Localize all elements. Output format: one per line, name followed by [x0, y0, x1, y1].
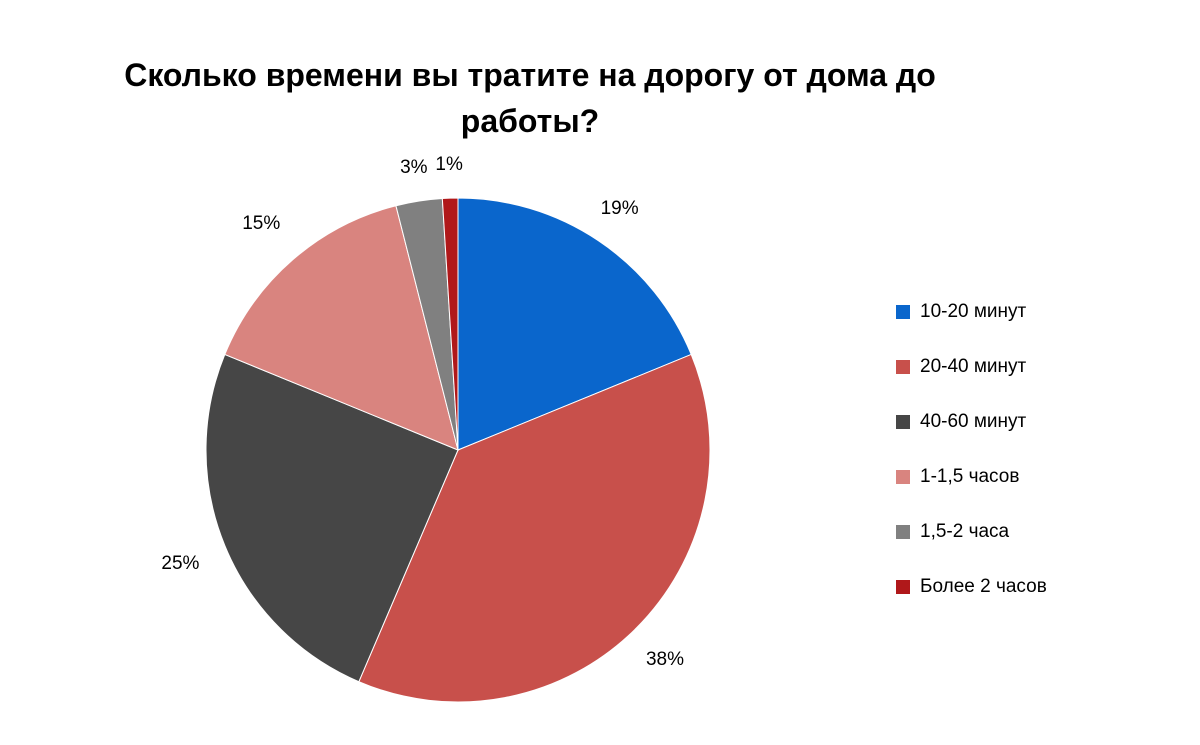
legend-item-over-2-h: Более 2 часов	[896, 559, 1047, 614]
pie-slice-40-60-min	[205, 353, 459, 683]
legend-label: Более 2 часов	[920, 575, 1047, 597]
pie-slice-20-40-min	[358, 353, 711, 703]
data-label-over-2-h: 1%	[435, 154, 463, 176]
pie-slice-1-1-5-h	[224, 205, 459, 451]
data-label-1-1-5-h: 15%	[242, 212, 281, 234]
legend-item-1-1-5-h: 1-1,5 часов	[896, 449, 1047, 504]
legend-swatch	[896, 579, 910, 594]
legend-swatch	[896, 524, 910, 539]
legend-label: 1-1,5 часов	[920, 465, 1020, 487]
legend-label: 1,5-2 часа	[920, 520, 1010, 542]
legend-item-1-5-2-h: 1,5-2 часа	[896, 504, 1047, 559]
legend-swatch	[896, 469, 910, 484]
legend-item-10-20-min: 10-20 минут	[896, 284, 1047, 339]
legend-label: 40-60 минут	[920, 410, 1027, 432]
chart-title-line-2: работы?	[460, 103, 600, 139]
chart-title: Сколько времени вы тратите на дорогу от …	[80, 52, 980, 144]
legend-label: 10-20 минут	[920, 300, 1027, 322]
data-label-1-5-2-h: 3%	[400, 157, 428, 179]
data-label-40-60-min: 25%	[161, 552, 200, 574]
chart-title-line-1: Сколько времени вы тратите на дорогу от …	[124, 57, 936, 93]
legend-item-40-60-min: 40-60 минут	[896, 394, 1047, 449]
legend: 10-20 минут 20-40 минут 40-60 минут 1-1,5 ч…	[896, 284, 1047, 614]
data-label-20-40-min: 38%	[645, 649, 684, 671]
legend-item-20-40-min: 20-40 минут	[896, 339, 1047, 394]
legend-swatch	[896, 414, 910, 429]
legend-swatch	[896, 359, 910, 374]
legend-swatch	[896, 304, 910, 319]
pie-slice-10-20-min	[457, 197, 692, 451]
legend-label: 20-40 минут	[920, 355, 1027, 377]
pie-slice-over-2-h	[441, 197, 459, 451]
data-label-10-20-min: 19%	[600, 198, 639, 220]
